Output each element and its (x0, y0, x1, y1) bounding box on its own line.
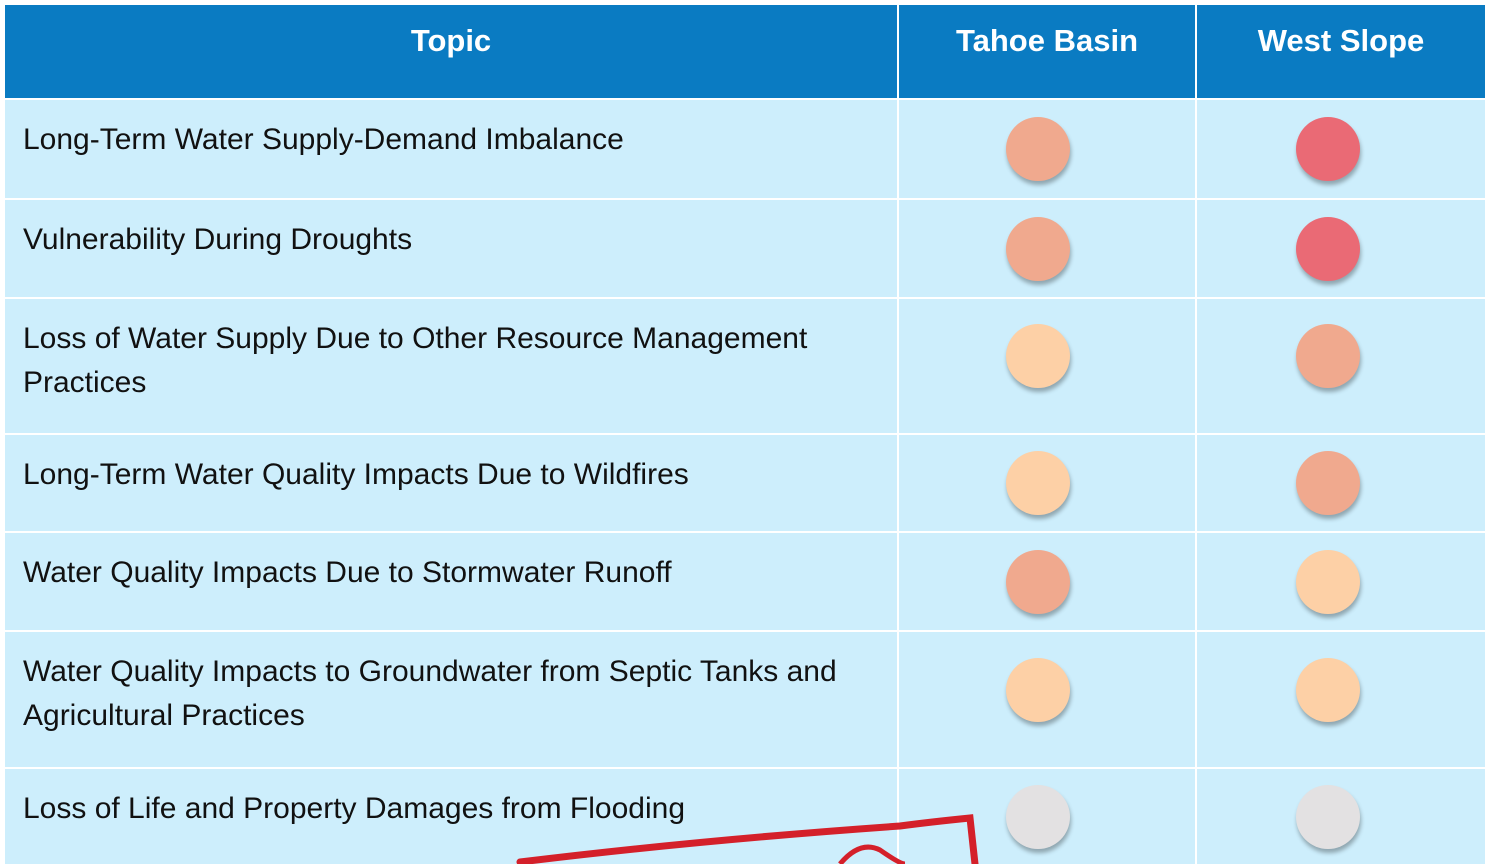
red-scribble (0, 0, 1485, 864)
scribble-stroke (840, 847, 905, 864)
page: TopicTahoe BasinWest SlopeLong-Term Wate… (0, 0, 1485, 864)
scribble-stroke (520, 818, 975, 864)
